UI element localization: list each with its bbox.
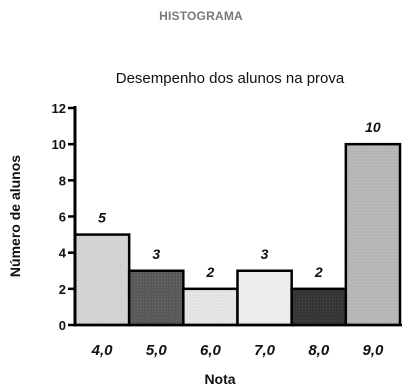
y-tick-label: 0 (59, 318, 66, 333)
data-label: 5 (98, 210, 106, 226)
chart-title: Desempenho dos alunos na prova (116, 70, 345, 87)
bar-texture (183, 288, 238, 325)
axes-group (68, 106, 402, 327)
y-axis-title: Número de alunos (7, 155, 23, 277)
x-tick-label: 5,0 (146, 342, 168, 359)
data-label: 10 (365, 119, 381, 135)
bar-texture (75, 234, 130, 325)
x-tick-label: 6,0 (200, 342, 222, 359)
data-label: 3 (152, 246, 160, 262)
x-tick-label: 9,0 (362, 342, 384, 359)
x-tick-label: 8,0 (308, 342, 330, 359)
bar-texture (129, 270, 184, 325)
x-tick-label: 4,0 (91, 342, 114, 359)
bar-texture (237, 270, 292, 325)
data-label: 2 (314, 264, 323, 280)
x-axis-title: Nota (204, 371, 235, 387)
y-tick-label: 2 (59, 282, 66, 297)
y-tick-label: 10 (52, 137, 66, 152)
y-tick-label: 6 (59, 210, 66, 225)
page-header: HISTOGRAMA (159, 9, 243, 23)
bar-texture (291, 288, 346, 325)
bars-group (73, 142, 402, 327)
data-label: 2 (206, 264, 215, 280)
y-tick-label: 4 (59, 246, 67, 261)
y-tick-label: 8 (59, 173, 66, 188)
bar-texture (345, 144, 400, 325)
data-label: 3 (261, 246, 269, 262)
labels-group: 5 4,0 3 5,0 2 6,0 3 7,0 2 8,0 10 9,0 0 2 4 6 8 10 12 (52, 101, 384, 359)
y-tick-label: 12 (52, 101, 66, 116)
x-tick-label: 7,0 (254, 342, 276, 359)
